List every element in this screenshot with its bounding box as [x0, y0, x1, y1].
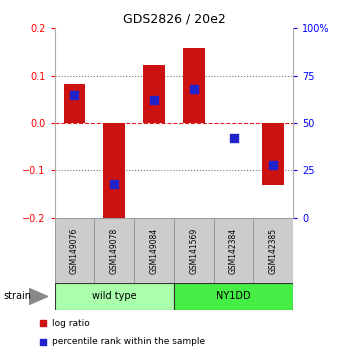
Bar	[134, 218, 174, 283]
Polygon shape	[29, 289, 48, 304]
Text: NY1DD: NY1DD	[216, 291, 251, 302]
Text: wild type: wild type	[92, 291, 136, 302]
Bar	[263, 123, 284, 184]
Bar	[94, 218, 134, 283]
Bar	[143, 65, 165, 123]
Bar	[55, 283, 174, 310]
Text: GSM141569: GSM141569	[189, 227, 198, 274]
Bar	[55, 218, 94, 283]
Point	[40, 339, 45, 344]
Text: GSM142385: GSM142385	[269, 227, 278, 274]
Text: GSM149078: GSM149078	[110, 227, 119, 274]
Point	[112, 181, 117, 187]
Bar	[174, 283, 293, 310]
Text: percentile rank within the sample: percentile rank within the sample	[51, 337, 205, 346]
Point	[40, 320, 45, 326]
Bar	[214, 218, 253, 283]
Text: GSM142384: GSM142384	[229, 227, 238, 274]
Point	[231, 135, 236, 141]
Point	[151, 97, 157, 103]
Bar	[183, 48, 205, 123]
Text: strain: strain	[3, 291, 31, 302]
Title: GDS2826 / 20e2: GDS2826 / 20e2	[122, 13, 225, 26]
Bar	[253, 218, 293, 283]
Text: GSM149076: GSM149076	[70, 227, 79, 274]
Text: log ratio: log ratio	[51, 319, 89, 327]
Bar	[174, 218, 214, 283]
Point	[72, 92, 77, 97]
Point	[191, 86, 196, 92]
Bar	[103, 123, 125, 220]
Bar	[63, 84, 85, 123]
Text: GSM149084: GSM149084	[149, 227, 159, 274]
Point	[271, 162, 276, 167]
